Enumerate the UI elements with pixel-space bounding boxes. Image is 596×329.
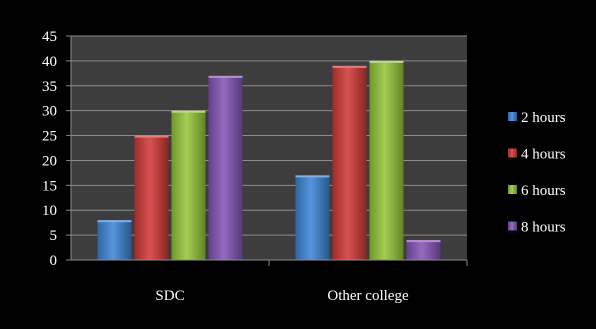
bar-8-hours-sdc — [208, 75, 243, 260]
legend-label: 2 hours — [521, 110, 566, 126]
y-tick-label: 5 — [50, 228, 58, 244]
bar-8-hours-other-college — [406, 240, 441, 260]
y-tick-label: 15 — [42, 178, 57, 194]
y-tick-label: 0 — [50, 253, 58, 269]
legend: 2 hours 4 hours 6 hours 8 hours — [508, 110, 566, 236]
bar-top-highlight — [406, 240, 441, 243]
legend-item: 4 hours — [508, 147, 566, 163]
x-category-label: SDC — [155, 288, 184, 304]
legend-swatch — [508, 221, 517, 231]
legend-item: 6 hours — [508, 183, 566, 199]
bar-6-hours-other-college — [369, 60, 404, 261]
bar-top-highlight — [171, 110, 206, 113]
legend-item: 2 hours — [508, 110, 566, 126]
y-tick-label: 40 — [42, 54, 57, 70]
bar-4-hours-other-college — [332, 65, 367, 260]
y-tick-label: 30 — [42, 104, 57, 120]
bar-2-hours-sdc — [97, 220, 132, 260]
bar-4-hours-sdc — [134, 135, 169, 260]
y-tick-labels: 0 5 10 15 20 25 30 35 40 45 — [42, 29, 57, 269]
y-tick-label: 35 — [42, 79, 57, 95]
bars — [97, 60, 441, 261]
bar-top-highlight — [369, 60, 404, 63]
x-tick-labels: SDC Other college — [155, 260, 468, 304]
legend-swatch — [508, 112, 517, 121]
legend-label: 6 hours — [521, 183, 566, 199]
bar-2-hours-other-college — [295, 175, 330, 260]
x-category-label: Other college — [327, 288, 409, 304]
y-tick-label: 10 — [42, 203, 57, 219]
legend-item: 8 hours — [508, 220, 566, 236]
bar-top-highlight — [208, 75, 243, 78]
y-tick-label: 20 — [42, 153, 57, 169]
bar-6-hours-sdc — [171, 110, 206, 261]
legend-swatch — [508, 185, 517, 194]
bar-top-highlight — [134, 135, 169, 138]
y-tick-label: 45 — [42, 29, 57, 45]
legend-label: 8 hours — [521, 220, 566, 236]
legend-swatch — [508, 148, 517, 158]
bar-top-highlight — [295, 175, 330, 178]
bar-top-highlight — [332, 65, 367, 68]
legend-label: 4 hours — [521, 147, 566, 163]
y-tick-label: 25 — [42, 129, 57, 145]
bar-top-highlight — [97, 220, 132, 223]
